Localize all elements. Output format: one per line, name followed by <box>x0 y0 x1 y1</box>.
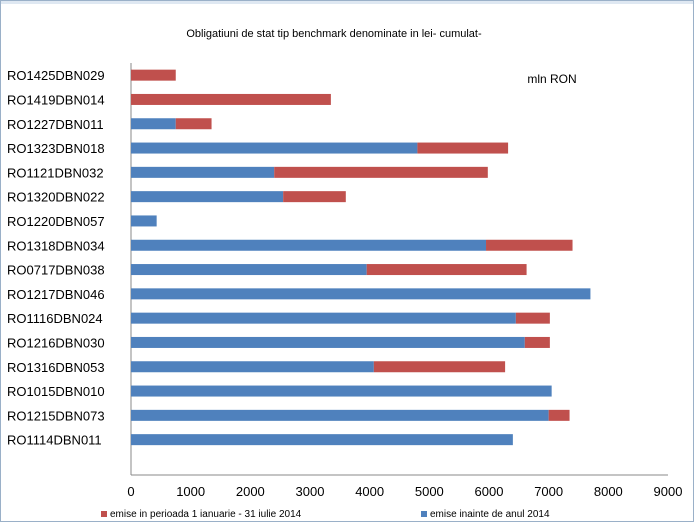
bar-segment-2014 <box>131 93 331 105</box>
bar-segment-before-2014 <box>131 191 284 203</box>
x-tick-label: 2000 <box>236 484 265 499</box>
x-tick-label: 4000 <box>355 484 384 499</box>
category-label: RO1116DBN024 <box>7 311 103 326</box>
x-tick-label: 9000 <box>654 484 683 499</box>
bar-segment-before-2014 <box>131 118 176 130</box>
x-tick-label: 1000 <box>176 484 205 499</box>
x-tick-label: 0 <box>127 484 134 499</box>
category-label: RO1419DBN014 <box>7 92 105 107</box>
category-label: RO1015DBN010 <box>7 384 105 399</box>
legend: emise in perioada 1 ianuarie - 31 iulie … <box>101 509 550 520</box>
bar-segment-before-2014 <box>131 239 487 251</box>
bar-segment-before-2014 <box>131 312 516 324</box>
category-label: RO1220DBN057 <box>7 214 105 229</box>
bar-segment-2014 <box>417 142 509 154</box>
category-label: RO1121DBN032 <box>7 165 104 180</box>
x-tick-label: 3000 <box>296 484 325 499</box>
bar-segment-before-2014 <box>131 409 549 421</box>
bar-segment-2014 <box>175 118 212 130</box>
bar-segment-before-2014 <box>131 361 374 373</box>
category-label: RO1227DBN011 <box>7 117 104 132</box>
bar-segment-2014 <box>131 69 176 81</box>
legend-swatch <box>101 511 107 517</box>
category-label: RO1216DBN030 <box>7 335 105 350</box>
category-label: RO1215DBN073 <box>7 408 105 423</box>
legend-label: emise inainte de anul 2014 <box>430 509 550 520</box>
bar-segment-before-2014 <box>131 434 513 446</box>
category-label: RO1114DBN011 <box>7 433 102 448</box>
bar-segment-before-2014 <box>131 166 275 178</box>
unit-label: mln RON <box>527 72 576 86</box>
category-label: RO1318DBN034 <box>7 238 105 253</box>
x-tick-label: 6000 <box>475 484 504 499</box>
bar-segment-2014 <box>524 336 550 348</box>
bar-segment-before-2014 <box>131 142 418 154</box>
x-tick-label: 7000 <box>534 484 563 499</box>
x-tick-label: 8000 <box>594 484 623 499</box>
bar-segment-2014 <box>486 239 573 251</box>
legend-swatch <box>421 511 427 517</box>
bar-segment-2014 <box>373 361 506 373</box>
category-labels: RO1425DBN029 RO1419DBN014 RO1227DBN011 RO13… <box>7 68 105 448</box>
bar-segment-2014 <box>548 409 570 421</box>
legend-label: emise in perioada 1 ianuarie - 31 iulie … <box>110 509 302 520</box>
bar-segment-2014 <box>515 312 550 324</box>
bar-segment-before-2014 <box>131 336 525 348</box>
x-tick-label: 5000 <box>415 484 444 499</box>
bar-segment-2014 <box>366 264 527 276</box>
category-label: RO1323DBN018 <box>7 141 105 156</box>
category-label: RO1425DBN029 <box>7 68 105 83</box>
bars-group <box>131 69 591 446</box>
bar-segment-before-2014 <box>131 215 157 227</box>
bar-segment-before-2014 <box>131 288 591 300</box>
bar-segment-before-2014 <box>131 385 552 397</box>
x-tick-labels: 0 1000 2000 3000 4000 5000 6000 7000 8000 9000 <box>127 484 682 499</box>
bar-segment-2014 <box>283 191 346 203</box>
chart-title: Obligatiuni de stat tip benchmark denomi… <box>186 28 482 40</box>
category-label: RO1316DBN053 <box>7 360 105 375</box>
bar-segment-before-2014 <box>131 264 367 276</box>
category-label: RO0717DBN038 <box>7 263 105 278</box>
category-label: RO1217DBN046 <box>7 287 105 302</box>
category-label: RO1320DBN022 <box>7 190 105 205</box>
bar-segment-2014 <box>274 166 488 178</box>
